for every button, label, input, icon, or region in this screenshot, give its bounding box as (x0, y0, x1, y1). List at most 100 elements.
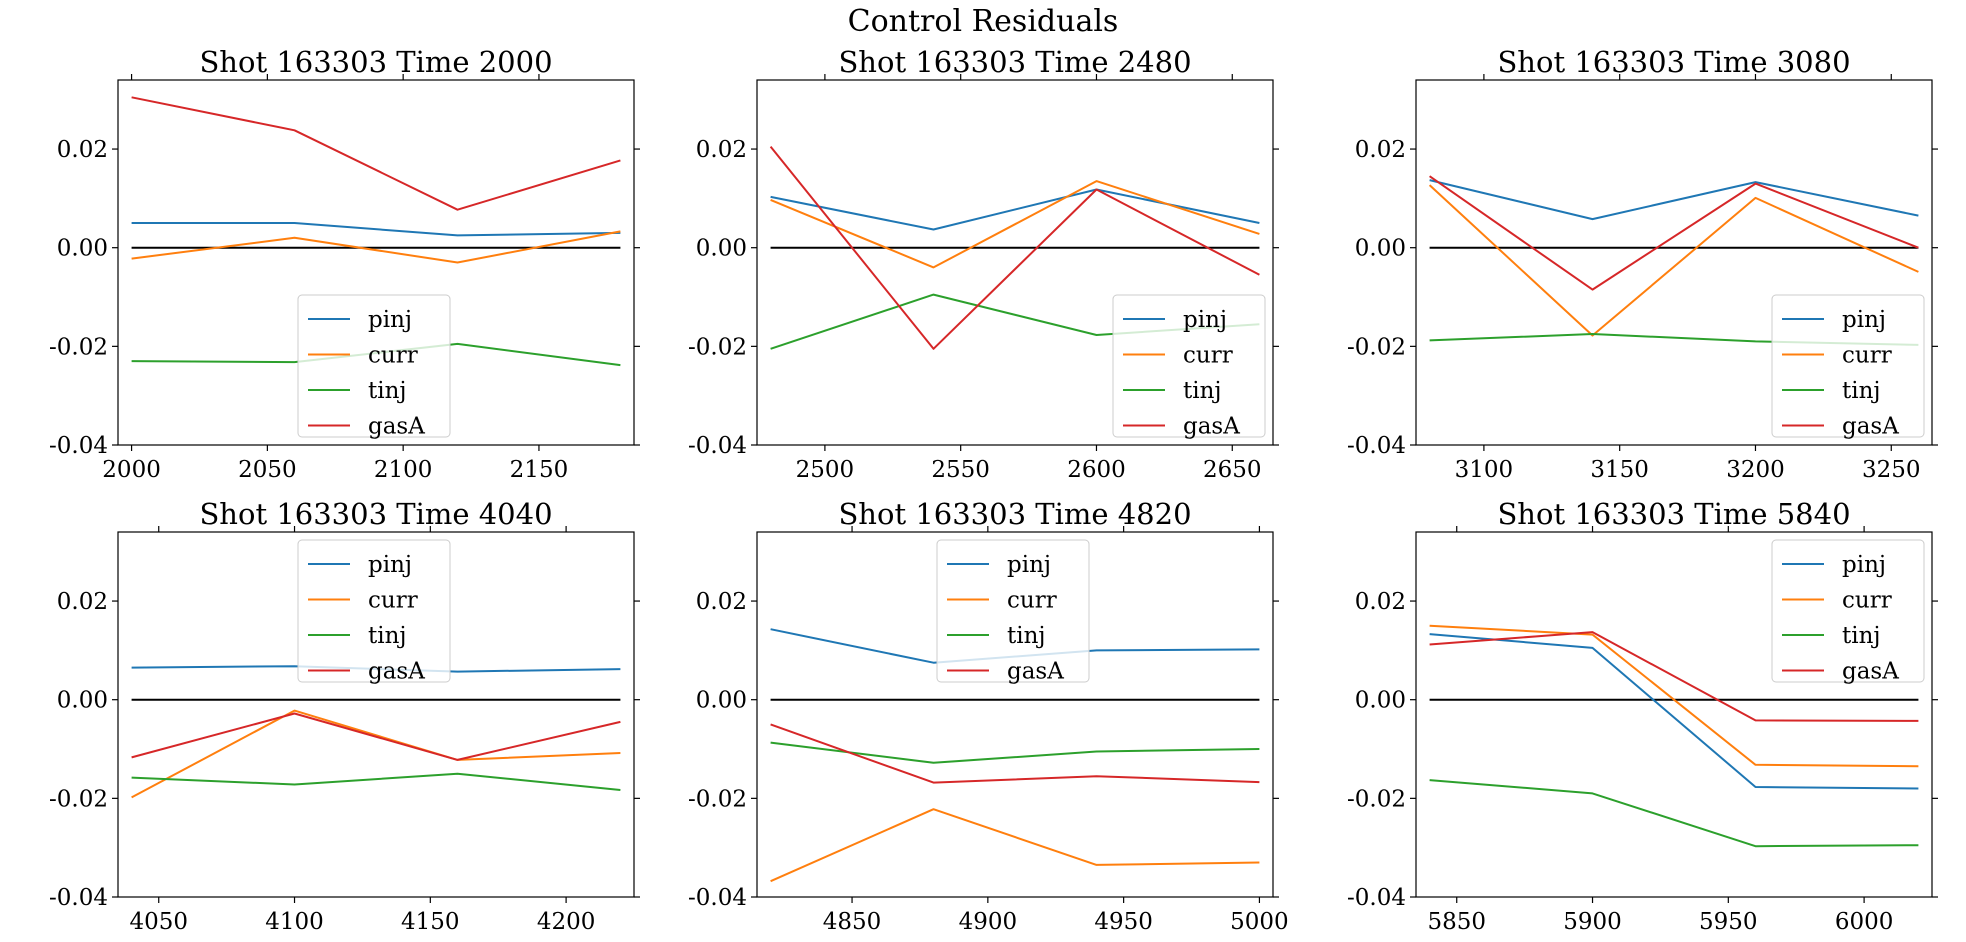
series-line-curr (1428, 184, 1919, 337)
x-tick-label: 2000 (102, 457, 161, 483)
legend-label-curr: curr (1842, 588, 1892, 614)
subplot-6: Shot 163303 Time 5840 0.02 0.00 -0.02 -0.04 5… (1347, 497, 1938, 935)
series-line-tinj (1429, 779, 1919, 848)
subplot-title: Shot 163303 Time 2480 (838, 45, 1191, 79)
series-line-curr (770, 180, 1260, 269)
series-line-gasA (1429, 631, 1919, 722)
legend-label-tinj: tinj (368, 378, 407, 404)
y-tick-label: 0.02 (57, 137, 108, 163)
legend-box (936, 539, 1090, 683)
legend-label-pinj: pinj (368, 307, 412, 333)
series-line-pinj (131, 222, 621, 237)
legend-box (1771, 539, 1925, 683)
figure-title: Control Residuals (848, 4, 1119, 39)
x-tick-label: 2650 (1203, 457, 1262, 483)
legend: pinj curr tinj gasA (1771, 539, 1925, 685)
y-tick-label: -0.02 (1347, 786, 1406, 812)
series-line-tinj (131, 772, 621, 791)
x-tick-label: 2500 (796, 457, 855, 483)
subplot-3: Shot 163303 Time 3080 0.02 0.00 -0.02 -0.04 3… (1347, 45, 1938, 483)
axes-frame (117, 79, 635, 446)
subplot-title: Shot 163303 Time 4040 (199, 497, 552, 531)
series-line-pinj (1429, 633, 1919, 790)
y-tick-label: 0.02 (696, 137, 747, 163)
series-line-curr (1429, 624, 1919, 768)
series-line-tinj (770, 741, 1260, 764)
legend-label-gasA: gasA (1183, 414, 1240, 440)
legend-label-curr: curr (368, 588, 418, 614)
x-tick-label: 2150 (510, 457, 569, 483)
y-tick-label: 0.02 (696, 589, 747, 615)
legend: pinj curr tinj gasA (297, 539, 451, 685)
y-tick-label: 0.02 (1355, 589, 1406, 615)
series-line-curr (131, 709, 621, 799)
axes-frame (117, 531, 635, 898)
axes-frame (1415, 531, 1933, 898)
axes-frame (756, 531, 1274, 898)
legend-box (297, 294, 451, 438)
subplot-grid: Shot 163303 Time 20000.020.00-0.02-0.042… (49, 45, 1938, 935)
subplot-4: Shot 163303 Time 4040 0.02 0.00 -0.02 -0.04 4… (49, 497, 640, 935)
y-tick-label: -0.04 (1347, 885, 1406, 911)
series-line-pinj (1429, 179, 1919, 221)
legend-label-gasA: gasA (368, 659, 425, 685)
legend-label-gasA: gasA (1842, 659, 1899, 685)
x-tick-label: 4200 (537, 909, 596, 935)
series-line-gasA (131, 712, 621, 761)
legend: pinj curr tinj gasA (1112, 294, 1266, 440)
subplot-2: Shot 163303 Time 2480 0.02 0.00 -0.02 -0.04 2… (688, 45, 1279, 483)
y-tick-label: 0.00 (57, 688, 108, 714)
legend-box (1771, 294, 1925, 438)
x-tick-label: 3200 (1726, 457, 1785, 483)
legend-label-tinj: tinj (1842, 623, 1881, 649)
x-tick-label: 4950 (1094, 909, 1153, 935)
legend-label-tinj: tinj (1183, 378, 1222, 404)
legend-label-tinj: tinj (1007, 623, 1046, 649)
legend-label-gasA: gasA (368, 414, 425, 440)
subplot-5: Shot 163303 Time 4820 0.02 0.00 -0.02 -0.04 4… (688, 497, 1289, 935)
subplot-1: Shot 163303 Time 20000.020.00-0.02-0.042… (49, 45, 640, 483)
subplot-title: Shot 163303 Time 4820 (838, 497, 1191, 531)
series-line-pinj (770, 188, 1260, 231)
axes-frame (756, 79, 1274, 446)
series-line-curr (770, 808, 1260, 883)
legend-label-curr: curr (1183, 343, 1233, 369)
y-tick-label: -0.02 (1347, 334, 1406, 360)
series-line-gasA (1429, 175, 1919, 291)
x-tick-label: 4100 (265, 909, 324, 935)
y-tick-label: -0.02 (688, 786, 747, 812)
axes-frame (1415, 79, 1933, 446)
x-tick-label: 5950 (1699, 909, 1758, 935)
legend-box (1112, 294, 1266, 438)
y-tick-label: 0.02 (57, 589, 108, 615)
legend-label-gasA: gasA (1007, 659, 1064, 685)
y-tick-label: -0.02 (688, 334, 747, 360)
subplot-title: Shot 163303 Time 5840 (1497, 497, 1850, 531)
y-tick-label: -0.04 (49, 885, 108, 911)
x-tick-label: 5900 (1563, 909, 1622, 935)
legend: pinj curr tinj gasA (1771, 294, 1925, 440)
y-tick-label: -0.04 (688, 433, 747, 459)
y-tick-label: -0.04 (688, 885, 747, 911)
y-tick-label: 0.00 (57, 236, 108, 262)
x-tick-label: 4850 (823, 909, 882, 935)
y-tick-label: 0.02 (1355, 137, 1406, 163)
x-tick-label: 3250 (1862, 457, 1921, 483)
subplot-title: Shot 163303 Time 3080 (1497, 45, 1850, 79)
x-tick-label: 2600 (1067, 457, 1126, 483)
x-tick-label: 2050 (238, 457, 297, 483)
x-tick-label: 4900 (959, 909, 1018, 935)
y-tick-label: 0.00 (1355, 236, 1406, 262)
series-line-gasA (769, 145, 1260, 350)
legend-label-gasA: gasA (1842, 414, 1899, 440)
y-tick-label: 0.00 (696, 236, 747, 262)
legend-label-pinj: pinj (1842, 552, 1886, 578)
x-tick-label: 3100 (1455, 457, 1514, 483)
legend-label-pinj: pinj (1842, 307, 1886, 333)
x-tick-label: 5000 (1230, 909, 1289, 935)
series-line-gasA (131, 96, 621, 211)
y-tick-label: -0.02 (49, 786, 108, 812)
legend-box (297, 539, 451, 683)
legend-label-curr: curr (368, 343, 418, 369)
